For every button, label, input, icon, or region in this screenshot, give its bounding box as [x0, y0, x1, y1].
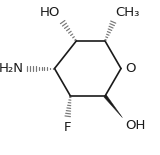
Text: CH₃: CH₃ — [115, 6, 140, 19]
Text: H₂N: H₂N — [0, 62, 24, 75]
Text: OH: OH — [125, 119, 146, 132]
Text: HO: HO — [40, 6, 60, 19]
Text: F: F — [64, 121, 71, 133]
Polygon shape — [104, 95, 122, 118]
Text: O: O — [125, 62, 136, 75]
